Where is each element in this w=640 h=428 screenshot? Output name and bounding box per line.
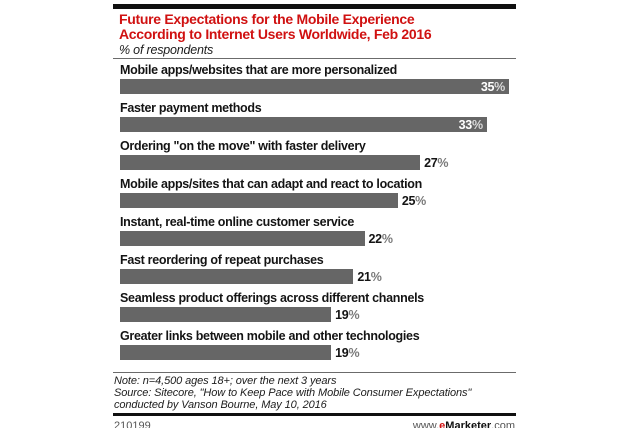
bar-row: 21% [120, 269, 509, 284]
bar-group: Mobile apps/websites that are more perso… [120, 63, 509, 94]
bar [120, 307, 332, 322]
bar [120, 269, 354, 284]
bar-group: Mobile apps/sites that can adapt and rea… [120, 177, 509, 208]
bar: 33% [120, 117, 487, 132]
bar-category-label: Mobile apps/websites that are more perso… [120, 63, 397, 77]
bar-row: 33% [120, 117, 509, 132]
bar-category-label: Ordering "on the move" with faster deliv… [120, 139, 366, 153]
bar-value-label: 35% [480, 79, 505, 94]
bar-group: Ordering "on the move" with faster deliv… [120, 139, 509, 170]
bar-category-label: Instant, real-time online customer servi… [120, 215, 355, 229]
bar-category-label: Fast reordering of repeat purchases [120, 253, 324, 267]
bar-category-label: Seamless product offerings across differ… [120, 291, 424, 305]
chart-panel: Future Expectations for the Mobile Exper… [113, 4, 516, 428]
chart-title-line-1: Future Expectations for the Mobile Exper… [119, 11, 415, 27]
bar-value-label: 19% [335, 307, 360, 322]
footnotes: Note: n=4,500 ages 18+; over the next 3 … [113, 373, 516, 411]
chart-subtitle: % of respondents [119, 43, 214, 57]
bar-value-label: 27% [424, 155, 449, 170]
bar [120, 345, 332, 360]
url-www: www. [412, 420, 440, 428]
bar-value-label: 22% [368, 231, 393, 246]
bar-row: 22% [120, 231, 509, 246]
bar-value-label: 33% [458, 117, 483, 132]
bar-value-label: 25% [401, 193, 426, 208]
source-line-2: conducted by Vanson Bourne, May 10, 2016 [114, 399, 327, 411]
bar-row: 19% [120, 307, 509, 322]
header-divider [113, 58, 516, 59]
url-e: e [439, 420, 446, 428]
bar-group: Instant, real-time online customer servi… [120, 215, 509, 246]
bar-category-label: Greater links between mobile and other t… [120, 329, 420, 343]
url-com: .com [491, 420, 515, 428]
bar-category-label: Faster payment methods [120, 101, 262, 115]
chart-header: Future Expectations for the Mobile Exper… [113, 9, 516, 58]
bar-group: Seamless product offerings across differ… [120, 291, 509, 322]
bar [120, 193, 398, 208]
bar-group: Faster payment methods 33% [120, 101, 509, 132]
chart-id: 210199 [114, 420, 151, 428]
url-marketer: Marketer [445, 420, 492, 428]
bar-chart-area: Mobile apps/websites that are more perso… [113, 59, 516, 360]
chart-title-line-2: According to Internet Users Worldwide, F… [119, 26, 432, 42]
chart-footer: 210199 www.eMarketer.com [113, 420, 516, 428]
bar-row: 25% [120, 193, 509, 208]
bar-value-label: 19% [335, 345, 360, 360]
note-line: Note: n=4,500 ages 18+; over the next 3 … [114, 375, 337, 387]
emarketer-url: www.eMarketer.com [413, 420, 515, 428]
bar-category-label: Mobile apps/sites that can adapt and rea… [120, 177, 422, 191]
bar-group: Greater links between mobile and other t… [120, 329, 509, 360]
bar [120, 231, 365, 246]
top-rule [113, 4, 516, 9]
bar-row: 19% [120, 345, 509, 360]
bar [120, 155, 421, 170]
source-line-1: Source: Sitecore, "How to Keep Pace with… [114, 387, 472, 399]
bar-row: 35% [120, 79, 509, 94]
footnote-divider [113, 372, 516, 373]
bar-row: 27% [120, 155, 509, 170]
bar: 35% [120, 79, 509, 94]
bar-group: Fast reordering of repeat purchases 21% [120, 253, 509, 284]
bar-value-label: 21% [357, 269, 382, 284]
bottom-rule [113, 413, 516, 416]
